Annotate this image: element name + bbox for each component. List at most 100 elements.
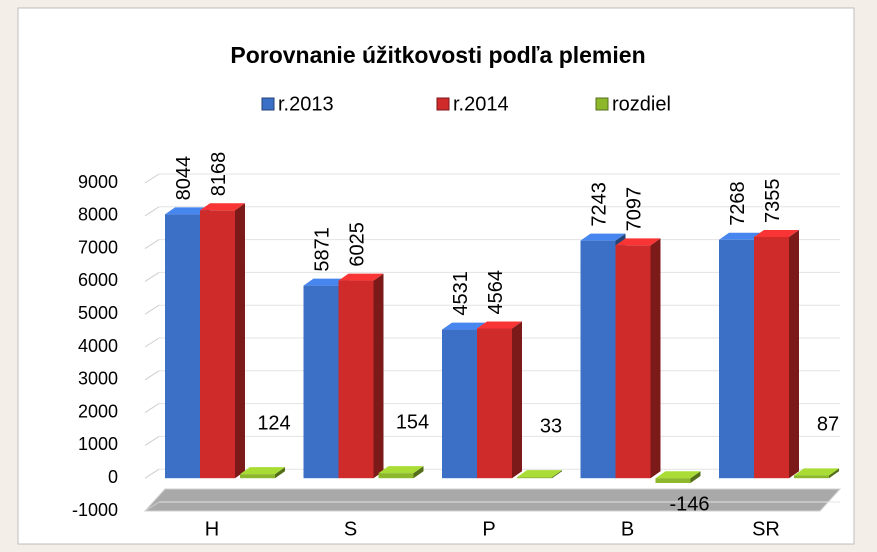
bar [754,229,799,479]
bar-face [240,474,275,479]
bar-face [165,207,210,215]
y-tick-label: 2000 [78,401,118,421]
data-label: 124 [257,412,290,434]
y-tick-label: 9000 [78,172,118,192]
legend-label: rozdiel [612,93,671,115]
bar-face [580,233,626,241]
bar-face [552,470,562,479]
data-label: 154 [396,411,429,433]
data-label: 5871 [311,227,333,272]
legend-swatch [436,97,450,111]
grid-line [144,271,160,282]
bar-face [829,468,839,479]
y-tick-label: 0 [108,467,118,487]
bar-face [200,210,235,479]
bar-face [580,240,616,479]
y-tick-label: 3000 [78,369,118,389]
y-tick-label: 5000 [78,303,118,323]
bar-face [477,321,522,329]
bar-face [650,238,661,479]
bar-face [373,273,384,479]
bar [338,273,384,479]
y-tick-label: 4000 [78,336,118,356]
bar [200,203,245,479]
grid-line [144,239,160,250]
chart-frame [17,7,855,545]
bar-face [517,470,562,478]
bar-face [200,203,245,211]
grid-line [144,501,160,512]
data-label: 7355 [762,178,784,223]
bar [655,471,701,483]
floor [143,488,842,512]
grid-line [144,435,160,446]
bar-face [240,467,285,475]
bar-face [655,478,691,483]
x-tick-label: SR [752,518,780,540]
x-tick-label: S [344,518,357,540]
bar-face [378,473,414,479]
data-label: 4564 [485,270,507,315]
y-tick-label: -1000 [72,500,118,520]
data-label: 6025 [346,222,368,267]
bar-face [338,273,384,281]
grid-line [144,304,160,315]
bar-face [442,322,487,330]
bar-face [719,232,764,240]
y-tick-label: 6000 [78,270,118,290]
bar-face [719,239,754,479]
bar-face [512,321,522,479]
bar-face [655,471,701,479]
bar-face [754,236,789,479]
bar [794,468,839,479]
x-tick-label: H [205,518,219,540]
bar-face [794,475,829,479]
legend-label: r.2014 [453,93,509,115]
bar [477,321,522,479]
bar-face [338,280,374,479]
bar-face [378,466,424,474]
data-label: 33 [540,415,562,437]
bar [615,238,661,479]
bar-face [303,278,349,286]
x-tick-label: B [621,518,634,540]
bar-face [303,285,339,479]
bar-face [477,328,512,479]
grid-line [144,370,160,381]
bar [517,470,562,479]
data-label: 87 [817,414,839,436]
y-tick-label: 8000 [78,205,118,225]
bar-face [794,468,839,476]
data-label: 4531 [450,271,472,316]
chart-title: Porovnanie úžitkovosti podľa plemien [230,42,645,68]
data-label: 8168 [208,152,230,197]
bar-face [235,203,245,479]
bar-face [517,477,552,479]
data-label: 7097 [623,187,645,232]
legend-swatch [261,97,275,111]
data-label: 7268 [727,181,749,226]
bar [378,466,424,479]
bar-face [413,466,424,479]
bar-face [165,214,200,479]
bar-face [789,229,799,479]
bar-face [615,238,661,246]
bar-face [754,229,799,237]
data-label: 7243 [588,182,610,227]
legend-label: r.2013 [278,93,334,115]
grid-line [144,337,160,348]
data-label: 8044 [173,156,195,201]
legend-swatch [595,97,609,111]
y-tick-label: 1000 [78,434,118,454]
grid-line [144,173,160,184]
bar-face [275,467,285,479]
grid-line [144,468,160,479]
grid-line [144,206,160,217]
data-label: -146 [669,493,709,515]
y-tick-label: 7000 [78,237,118,257]
x-tick-label: P [482,518,495,540]
bar-face [690,471,701,483]
bar-face [615,245,651,479]
bar-face [442,329,477,479]
